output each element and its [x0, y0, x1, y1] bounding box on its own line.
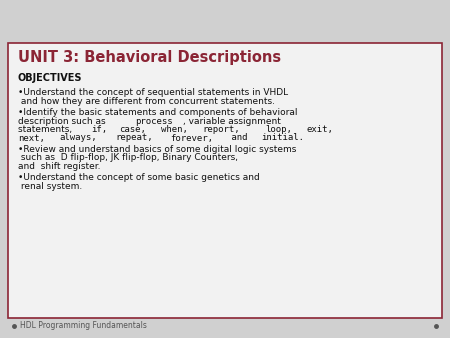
- Text: when,: when,: [161, 125, 188, 134]
- Text: and  shift register.: and shift register.: [18, 162, 100, 171]
- Text: always,: always,: [59, 134, 97, 143]
- FancyBboxPatch shape: [8, 43, 442, 318]
- Text: repeat,: repeat,: [115, 134, 153, 143]
- Text: UNIT 3: Behavioral Descriptions: UNIT 3: Behavioral Descriptions: [18, 50, 281, 65]
- Text: case,: case,: [119, 125, 146, 134]
- Text: , variable assignment: , variable assignment: [183, 117, 281, 125]
- Text: next,: next,: [18, 134, 45, 143]
- Text: loop,: loop,: [265, 125, 292, 134]
- Text: HDL Programming Fundamentals: HDL Programming Fundamentals: [20, 321, 147, 331]
- Text: forever,: forever,: [171, 134, 214, 143]
- Text: •Review and understand basics of some digital logic systems: •Review and understand basics of some di…: [18, 145, 297, 154]
- Text: report,: report,: [202, 125, 240, 134]
- Text: renal system.: renal system.: [18, 182, 82, 191]
- Text: OBJECTIVES: OBJECTIVES: [18, 73, 82, 83]
- Text: such as  D flip-flop, JK flip-flop, Binary Counters,: such as D flip-flop, JK flip-flop, Binar…: [18, 153, 238, 163]
- Text: and how they are different from concurrent statements.: and how they are different from concurre…: [18, 97, 275, 105]
- Text: exit,: exit,: [306, 125, 333, 134]
- Text: initial.: initial.: [261, 134, 304, 143]
- Text: statements,: statements,: [18, 125, 75, 134]
- Text: if,: if,: [91, 125, 108, 134]
- Text: •Understand the concept of sequential statements in VHDL: •Understand the concept of sequential st…: [18, 88, 288, 97]
- Text: and: and: [226, 134, 253, 143]
- Text: description such as: description such as: [18, 117, 108, 125]
- Text: •Identify the basic statements and components of behavioral: •Identify the basic statements and compo…: [18, 108, 297, 117]
- Text: •Understand the concept of some basic genetics and: •Understand the concept of some basic ge…: [18, 173, 260, 183]
- Text: process: process: [135, 117, 172, 125]
